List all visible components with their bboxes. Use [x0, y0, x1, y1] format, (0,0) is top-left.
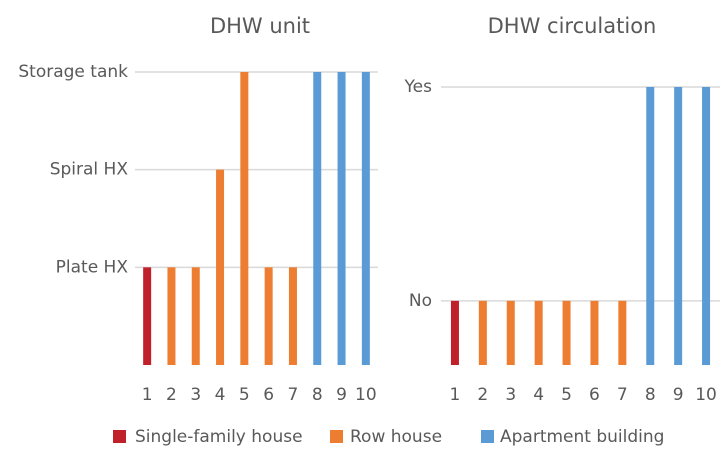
bar — [646, 87, 655, 365]
x-tick-label: 7 — [288, 385, 299, 405]
x-tick-label: 4 — [533, 385, 544, 405]
bar — [288, 267, 297, 365]
x-tick-label: 8 — [645, 385, 656, 405]
x-tick-label: 5 — [239, 385, 250, 405]
x-tick-label: 4 — [215, 385, 226, 405]
bar — [534, 300, 543, 365]
x-tick-label: 10 — [355, 385, 377, 405]
x-tick-label: 9 — [336, 385, 347, 405]
bar — [167, 267, 176, 365]
y-tick-label: Plate HX — [56, 257, 129, 277]
bar — [562, 300, 571, 365]
bar — [618, 300, 627, 365]
legend-label: Row house — [350, 427, 442, 447]
y-tick-label: No — [409, 291, 432, 311]
x-tick-label: 6 — [263, 385, 274, 405]
bar — [361, 72, 370, 365]
legend-swatch — [481, 430, 494, 443]
y-tick-label: Spiral HX — [50, 160, 129, 180]
x-tick-label: 1 — [450, 385, 461, 405]
bar — [590, 300, 599, 365]
bar — [478, 300, 487, 365]
x-tick-label: 3 — [190, 385, 201, 405]
bar — [702, 87, 711, 365]
y-tick-label: Yes — [404, 77, 433, 97]
bar — [191, 267, 200, 365]
legend-swatch — [330, 430, 343, 443]
legend-label: Single-family house — [135, 427, 303, 447]
x-tick-label: 5 — [561, 385, 572, 405]
bar — [313, 72, 322, 365]
x-tick-label: 9 — [673, 385, 684, 405]
bar — [216, 169, 225, 365]
bar — [240, 72, 249, 365]
bar — [143, 267, 152, 365]
legend-label: Apartment building — [500, 427, 664, 447]
bar — [506, 300, 515, 365]
x-tick-label: 2 — [477, 385, 488, 405]
bar — [337, 72, 346, 365]
x-tick-label: 10 — [695, 385, 717, 405]
legend-swatch — [113, 430, 126, 443]
bar — [264, 267, 273, 365]
x-tick-label: 1 — [142, 385, 153, 405]
chart-title: DHW circulation — [488, 14, 657, 38]
chart-title: DHW unit — [210, 14, 310, 38]
y-tick-label: Storage tank — [18, 62, 128, 82]
x-tick-label: 8 — [312, 385, 323, 405]
x-tick-label: 6 — [589, 385, 600, 405]
x-tick-label: 2 — [166, 385, 177, 405]
x-tick-label: 3 — [505, 385, 516, 405]
x-tick-label: 7 — [617, 385, 628, 405]
bar — [450, 300, 459, 365]
bar — [674, 87, 683, 365]
